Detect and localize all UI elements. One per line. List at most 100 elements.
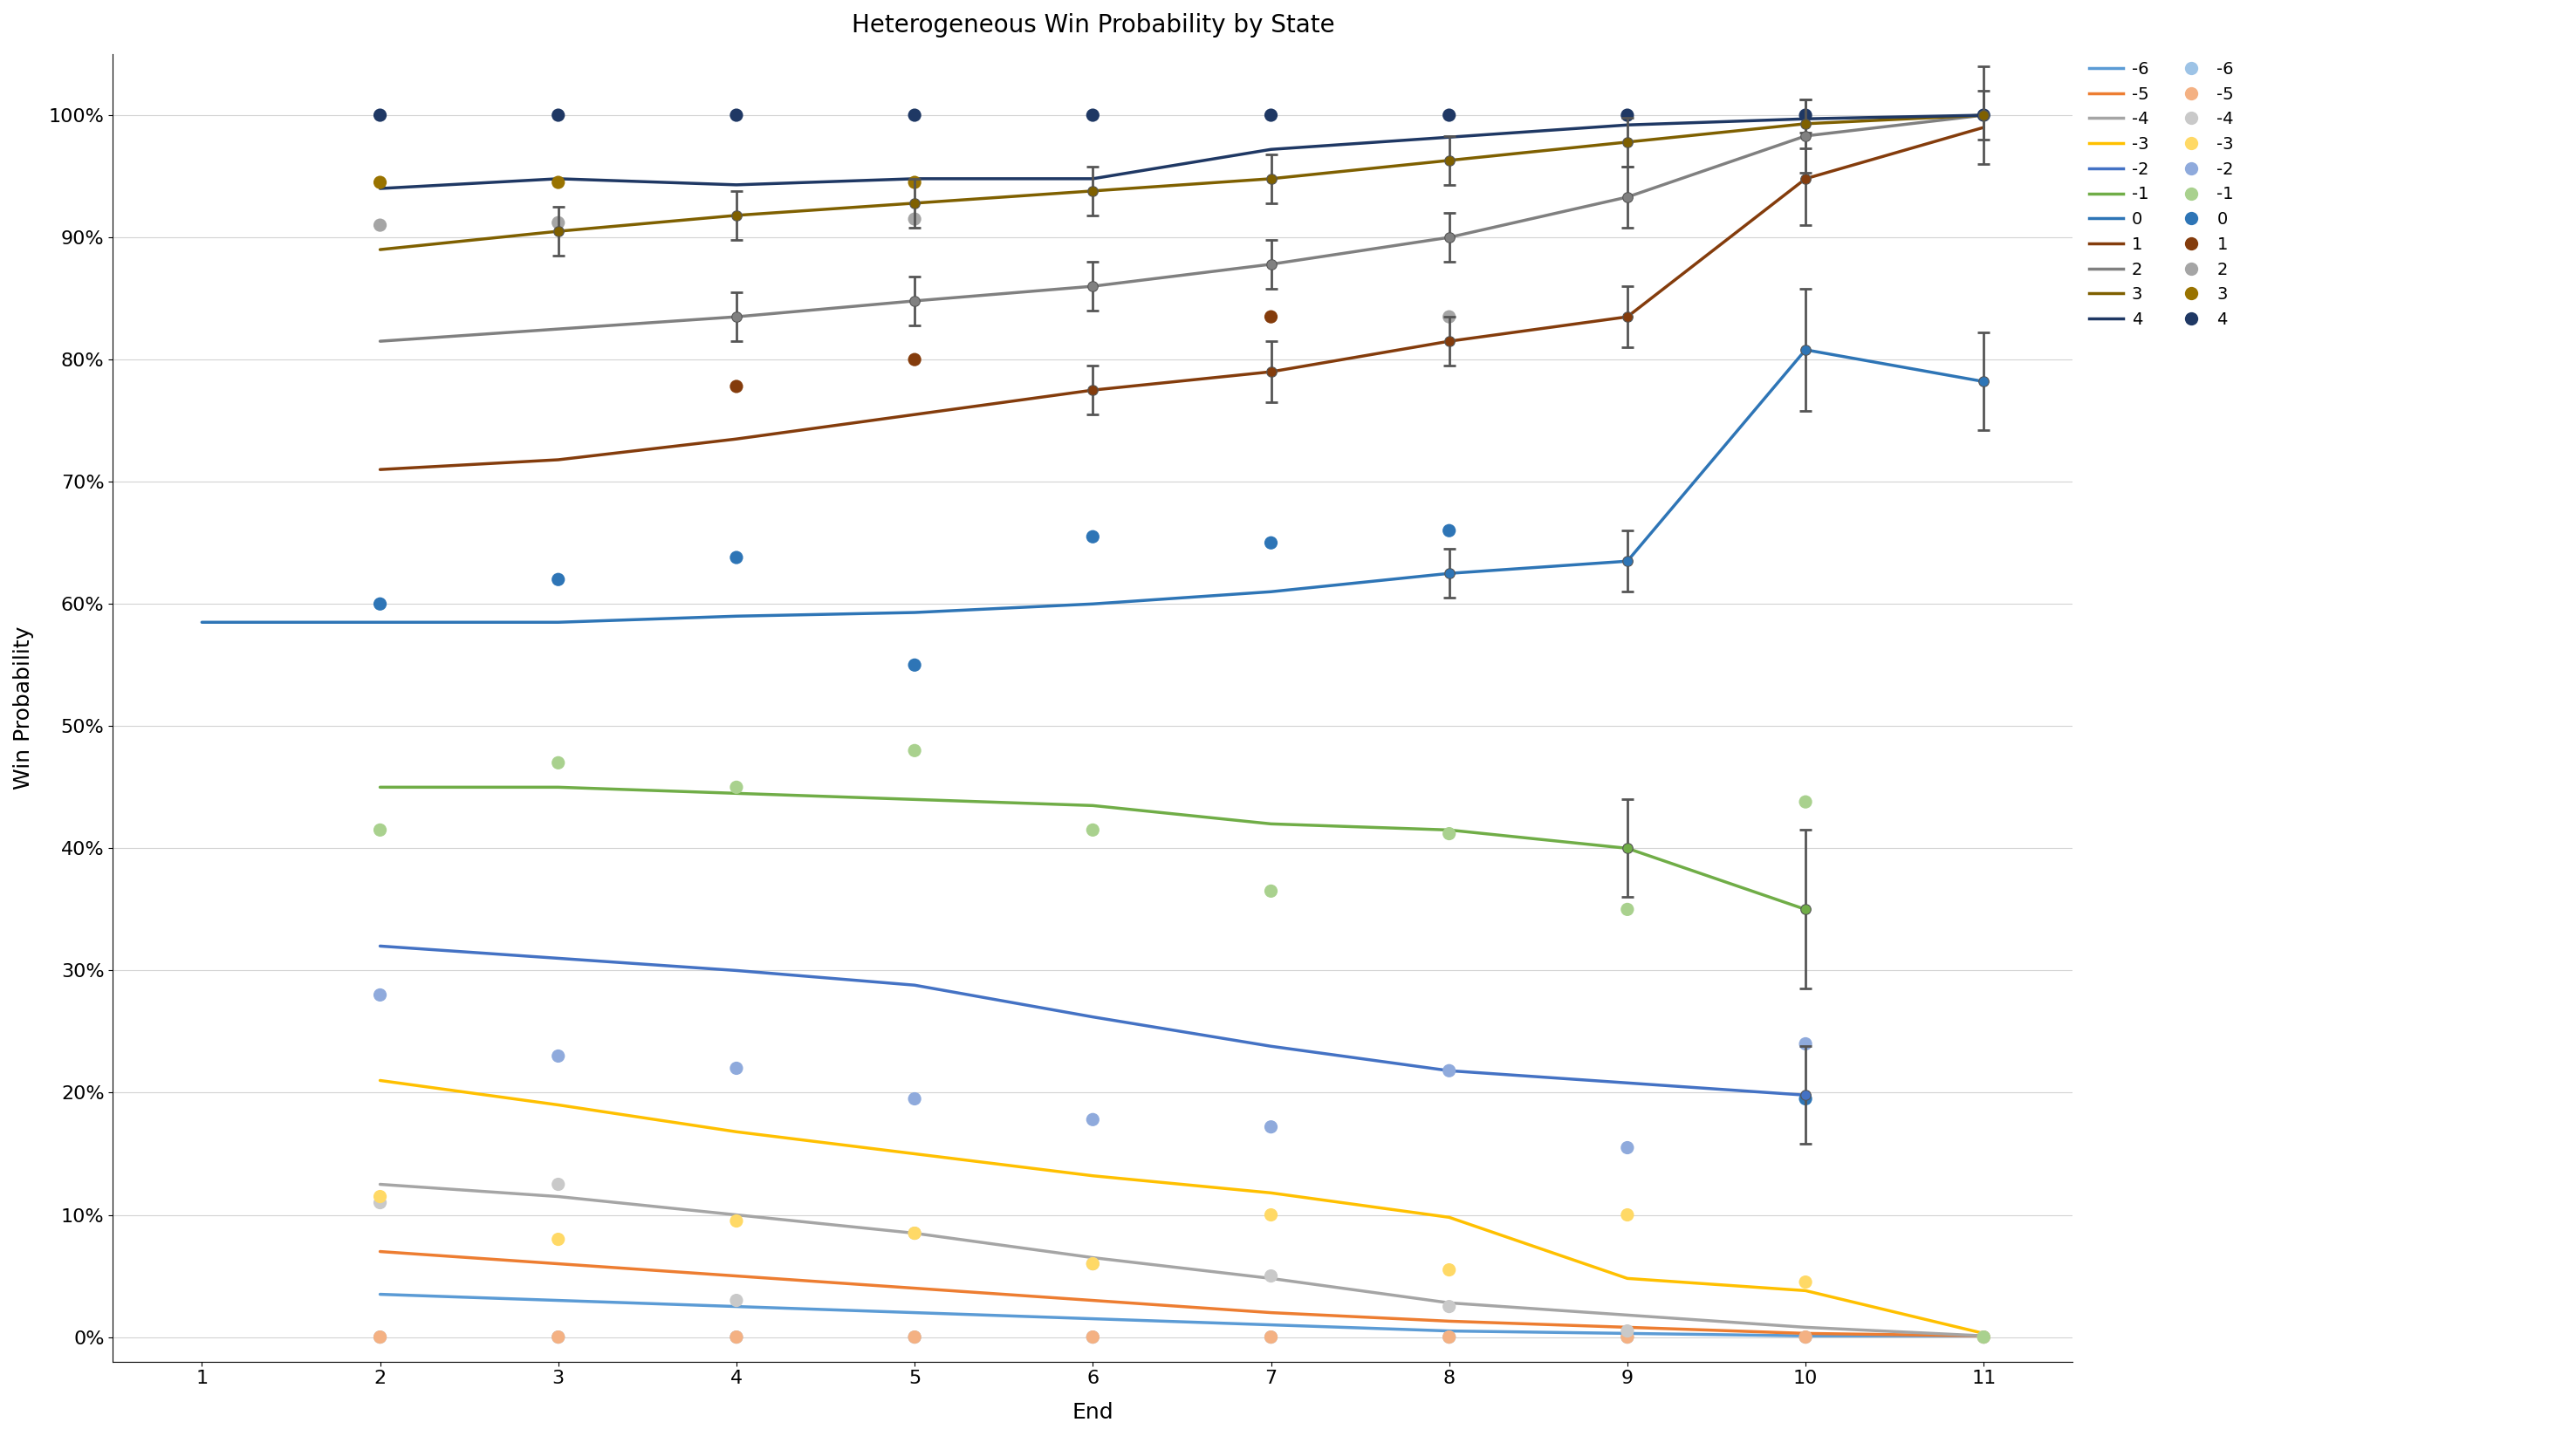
Point — [894, 1222, 935, 1245]
Point — [894, 171, 935, 194]
Point — [361, 819, 402, 841]
Point — [1249, 1325, 1291, 1348]
Point — [1430, 149, 1471, 172]
Point — [1072, 103, 1113, 126]
Point — [894, 653, 935, 676]
Point — [1430, 1325, 1471, 1348]
Point — [716, 1057, 757, 1080]
Point — [894, 348, 935, 370]
Point — [1072, 1325, 1113, 1348]
Point — [1430, 1295, 1471, 1318]
Point — [1072, 274, 1113, 297]
Point — [716, 375, 757, 398]
Point — [894, 1087, 935, 1110]
Point — [1785, 790, 1826, 813]
Point — [1963, 103, 2004, 126]
Point — [1785, 1325, 1826, 1348]
Point — [1785, 339, 1826, 362]
Point — [538, 211, 580, 234]
Point — [1249, 253, 1291, 276]
Point — [894, 1325, 935, 1348]
Point — [894, 1325, 935, 1348]
Point — [716, 103, 757, 126]
Point — [1607, 898, 1649, 920]
Point — [1963, 1325, 2004, 1348]
Point — [361, 1192, 402, 1215]
Point — [716, 1325, 757, 1348]
Point — [1072, 1109, 1113, 1132]
Point — [894, 191, 935, 214]
Point — [538, 220, 580, 243]
Point — [1607, 306, 1649, 329]
Point — [1249, 531, 1291, 554]
Title: Heterogeneous Win Probability by State: Heterogeneous Win Probability by State — [850, 13, 1334, 37]
Point — [361, 103, 402, 126]
Point — [1963, 370, 2004, 393]
Point — [1607, 837, 1649, 860]
Point — [1430, 1325, 1471, 1348]
Point — [361, 984, 402, 1007]
Point — [716, 1209, 757, 1232]
Point — [1249, 880, 1291, 903]
Point — [1785, 112, 1826, 135]
Point — [894, 103, 935, 126]
Point — [1963, 103, 2004, 126]
Point — [1785, 898, 1826, 920]
Point — [716, 775, 757, 798]
Point — [1607, 131, 1649, 154]
Point — [1963, 1325, 2004, 1348]
Point — [1072, 819, 1113, 841]
Point — [1249, 103, 1291, 126]
Point — [1430, 1258, 1471, 1281]
Point — [538, 1325, 580, 1348]
Point — [1963, 1325, 2004, 1348]
Point — [1607, 1320, 1649, 1343]
Point — [894, 290, 935, 313]
Point — [1430, 520, 1471, 543]
Point — [1607, 550, 1649, 573]
Point — [716, 546, 757, 569]
Point — [1430, 330, 1471, 353]
Point — [361, 1325, 402, 1348]
Point — [894, 740, 935, 763]
Point — [538, 569, 580, 592]
Point — [361, 1185, 402, 1208]
Point — [1785, 1271, 1826, 1294]
Point — [538, 171, 580, 194]
Point — [1963, 103, 2004, 126]
Point — [1072, 526, 1113, 549]
Point — [1607, 103, 1649, 126]
Point — [538, 1228, 580, 1251]
Point — [1430, 823, 1471, 846]
Point — [716, 1290, 757, 1313]
Point — [894, 208, 935, 231]
Point — [538, 1044, 580, 1067]
Point — [1072, 180, 1113, 202]
Point — [1430, 306, 1471, 329]
Point — [538, 103, 580, 126]
Point — [1249, 167, 1291, 190]
Point — [1785, 125, 1826, 148]
Point — [1607, 1136, 1649, 1159]
Point — [1785, 1032, 1826, 1055]
Point — [716, 306, 757, 329]
Point — [894, 1222, 935, 1245]
Point — [1607, 185, 1649, 208]
Point — [538, 751, 580, 774]
Point — [1785, 1087, 1826, 1110]
Point — [1430, 103, 1471, 126]
Point — [1249, 306, 1291, 329]
Point — [1607, 1325, 1649, 1348]
Point — [1430, 561, 1471, 584]
Point — [716, 1325, 757, 1348]
Point — [1785, 1084, 1826, 1107]
Point — [1072, 379, 1113, 402]
Point — [538, 1325, 580, 1348]
Point — [716, 204, 757, 227]
Point — [1249, 360, 1291, 383]
Point — [1607, 1203, 1649, 1226]
Point — [1249, 1265, 1291, 1288]
Y-axis label: Win Probability: Win Probability — [13, 626, 33, 790]
Point — [1607, 1325, 1649, 1348]
Point — [1785, 1325, 1826, 1348]
